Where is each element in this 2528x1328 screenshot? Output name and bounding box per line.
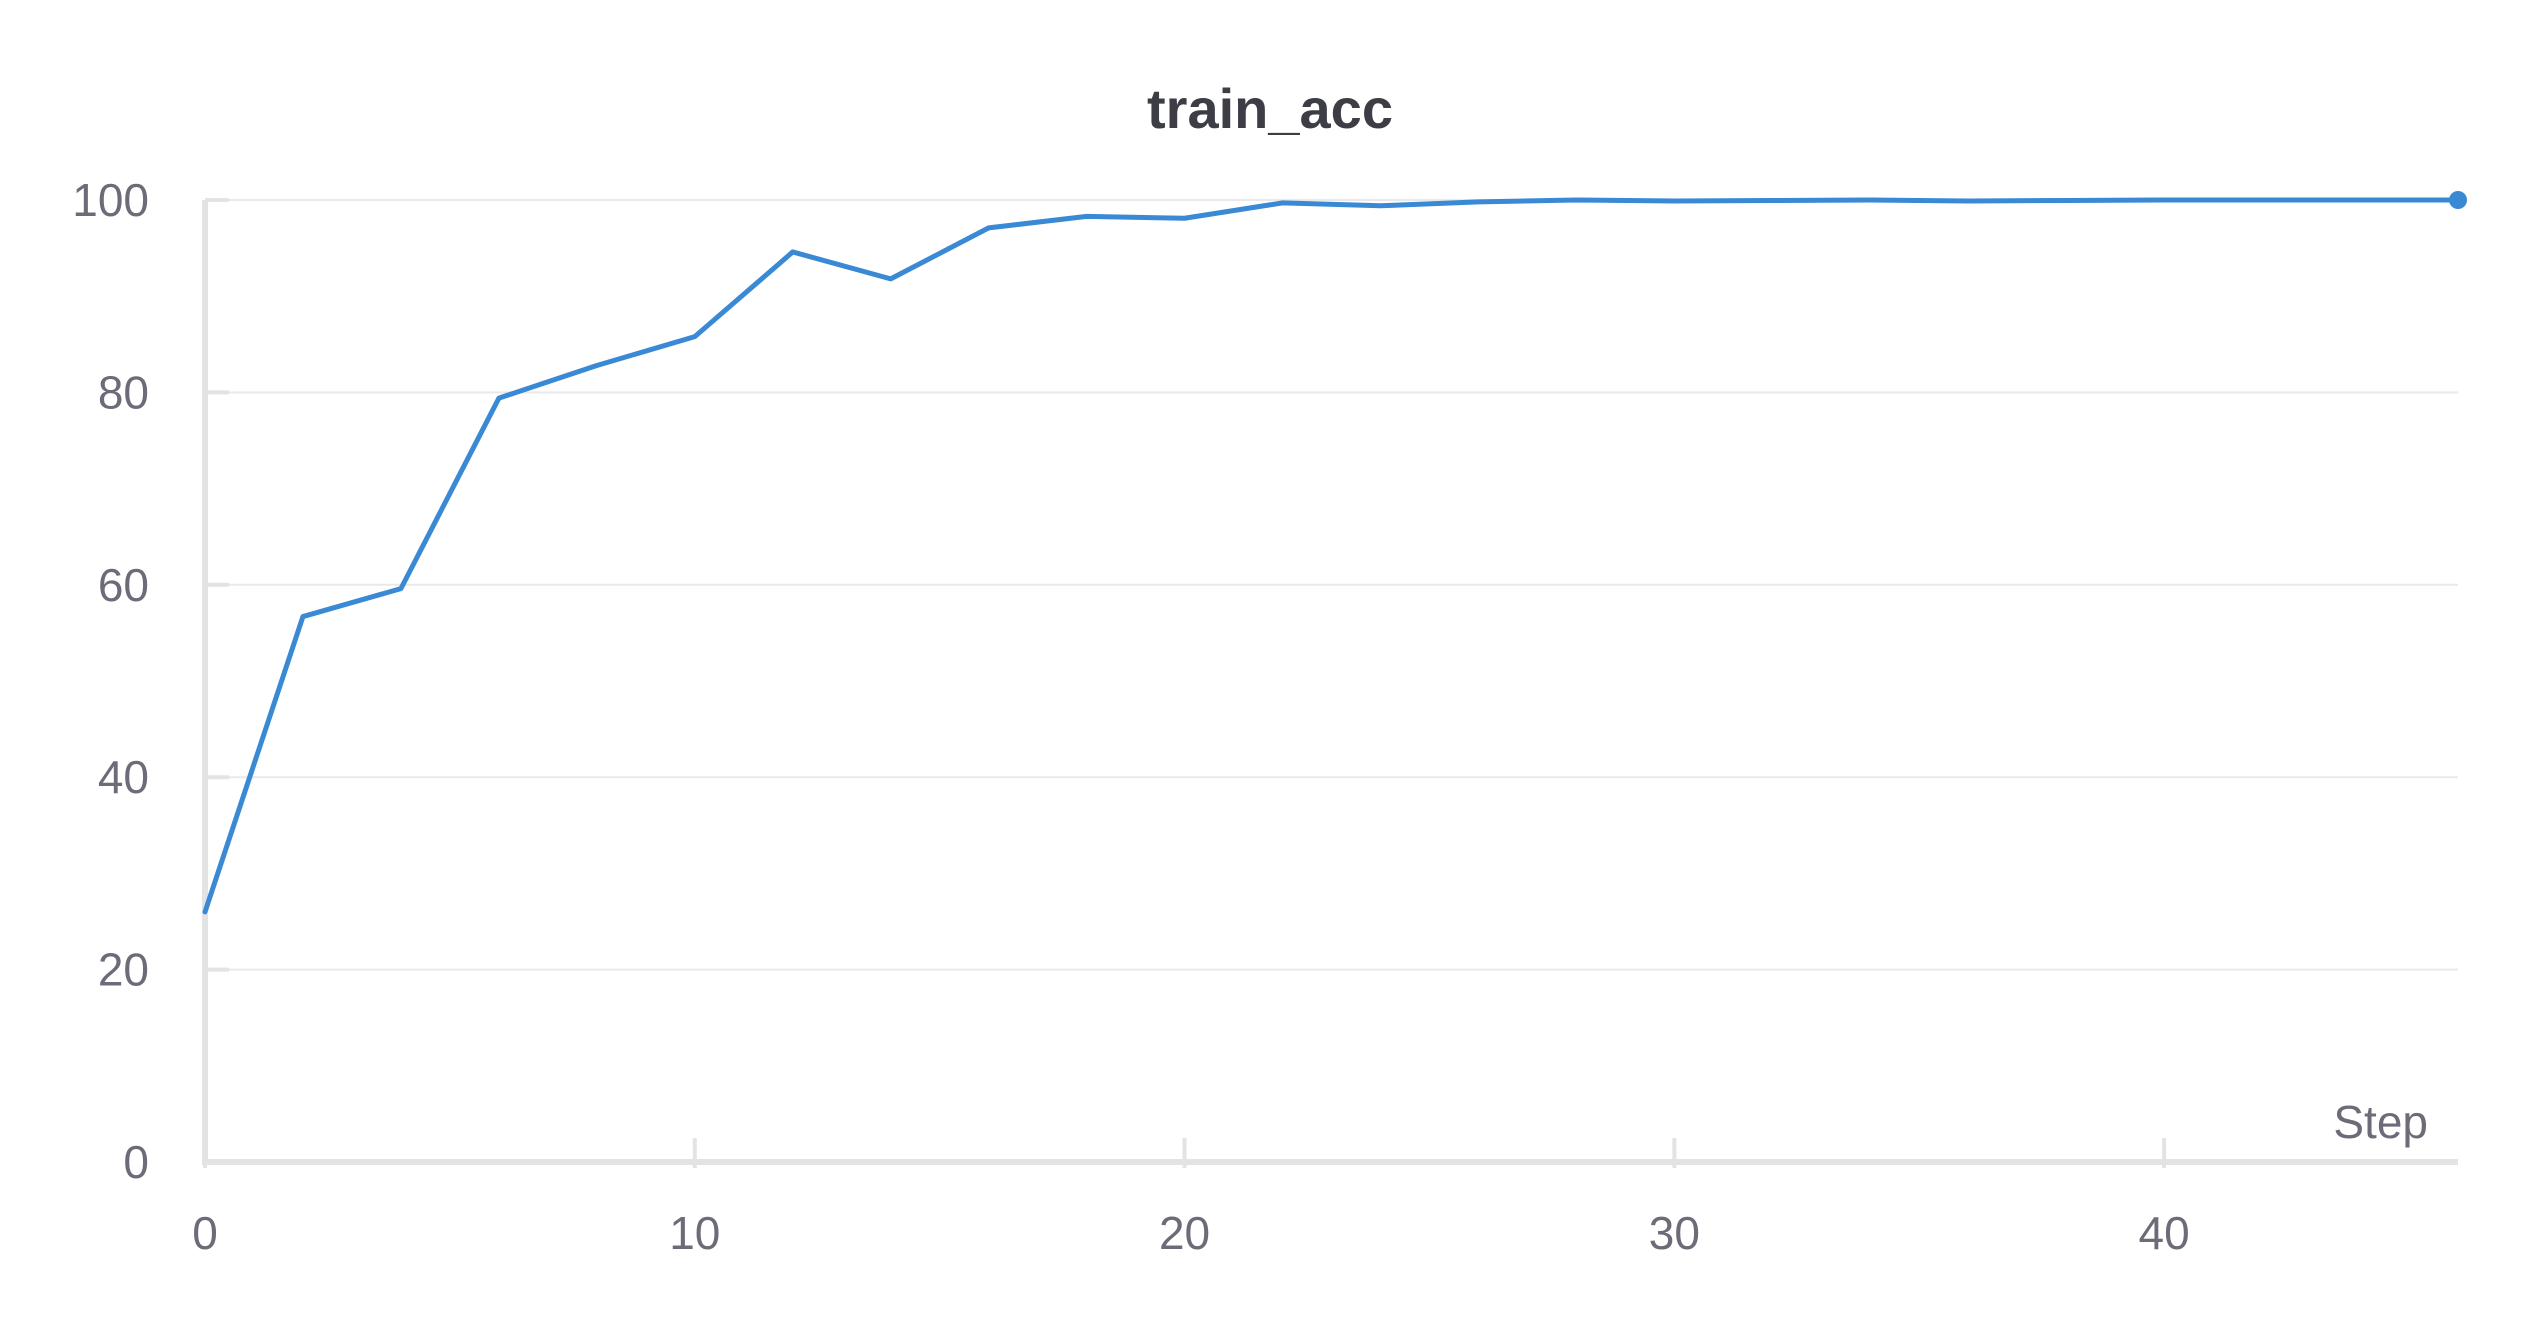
y-tick-label-40: 40 — [98, 751, 149, 803]
x-axis-label: Step — [2333, 1096, 2428, 1148]
series-line-0 — [202, 197, 2461, 915]
grid-layer — [205, 199, 2458, 971]
y-tick-label-0: 0 — [123, 1136, 149, 1188]
y-tick-label-80: 80 — [98, 366, 149, 418]
x-tick-label-10: 10 — [669, 1207, 720, 1259]
x-tick-label-30: 30 — [1649, 1207, 1700, 1259]
axes-layer — [202, 200, 2458, 1165]
ticks-layer: 0 20 40 60 80 100 0 10 20 30 40 — [72, 174, 2189, 1259]
x-tick-label-20: 20 — [1159, 1207, 1210, 1259]
chart-title: train_acc — [1147, 77, 1393, 140]
x-tick-label-0: 0 — [192, 1207, 218, 1259]
x-tick-label-40: 40 — [2139, 1207, 2190, 1259]
y-tick-label-20: 20 — [98, 944, 149, 996]
y-tick-label-60: 60 — [98, 559, 149, 611]
series-layer — [202, 191, 2467, 915]
data-point-0-46 — [2449, 191, 2467, 209]
y-tick-label-100: 100 — [72, 174, 149, 226]
